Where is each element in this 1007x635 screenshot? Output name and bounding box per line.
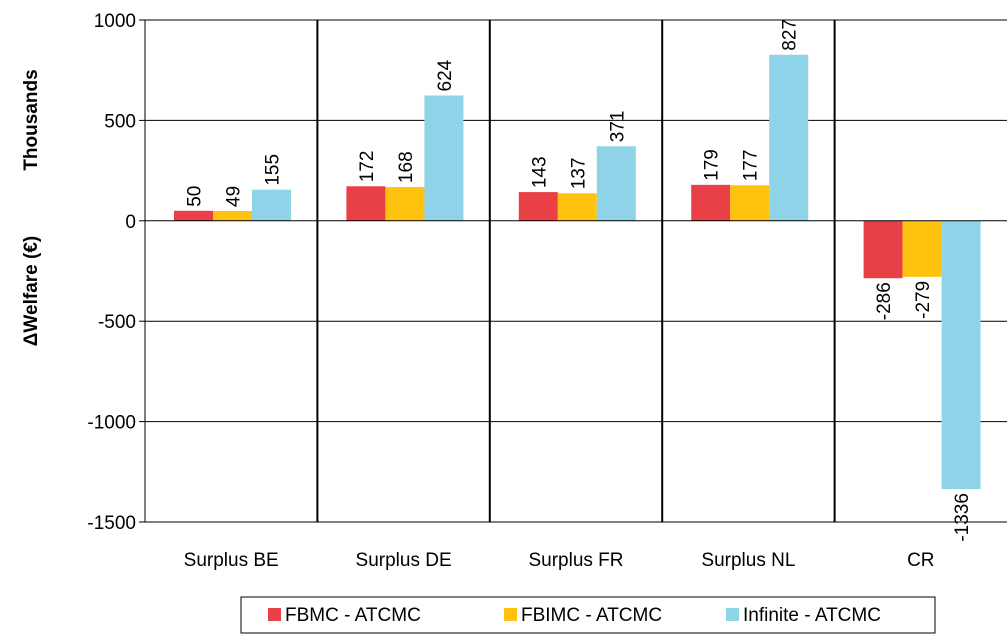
legend-box — [240, 596, 936, 634]
y-tick-label: -1500 — [87, 513, 136, 534]
bar — [252, 189, 291, 221]
data-label: -279 — [913, 281, 934, 319]
legend-swatch — [726, 608, 739, 621]
y-tick-label: 0 — [125, 212, 136, 233]
data-label: 155 — [263, 154, 284, 186]
y-tick-labels: 1000 500 0 -500 -1000 -1500 — [87, 11, 136, 534]
bar — [863, 220, 903, 279]
legend-entry: FBMC - ATCMC — [285, 605, 421, 626]
data-label: 168 — [396, 151, 417, 183]
category-label: CR — [907, 550, 934, 571]
data-label: 50 — [185, 186, 206, 207]
bar — [346, 186, 386, 221]
data-labels: 50 49 155 172 168 624 143 137 371 179 177 827 -286 -2… — [185, 19, 974, 542]
bar — [941, 220, 981, 490]
category-label: Surplus DE — [356, 550, 452, 571]
legend: FBMC - ATCMC FBIMC - ATCMC Infinite - ATCM… — [240, 596, 936, 634]
bar — [769, 54, 809, 221]
axes — [139, 19, 1007, 523]
y-axis-label: ΔWelfare (€) — [21, 236, 42, 346]
legend-entry: FBIMC - ATCMC — [521, 605, 662, 626]
data-label: 172 — [357, 151, 378, 183]
legend-entry: Infinite - ATCMC — [743, 605, 881, 626]
y-tick-label: -500 — [98, 312, 136, 333]
bar — [174, 210, 213, 221]
data-label: 179 — [702, 149, 723, 181]
bar — [691, 184, 731, 221]
legend-swatch — [504, 608, 517, 621]
bar — [730, 185, 770, 221]
grid-lines — [145, 19, 1007, 523]
category-labels: Surplus BE Surplus DE Surplus FR Surplus NL… — [184, 550, 935, 571]
category-label: Surplus NL — [701, 550, 795, 571]
y-axis-units-label: Thousands — [21, 69, 42, 170]
bar — [385, 187, 425, 221]
data-label: 137 — [568, 158, 589, 190]
bar — [902, 220, 942, 277]
data-label: 624 — [435, 59, 456, 91]
legend-swatch — [268, 608, 281, 621]
bar — [518, 192, 558, 221]
bar — [213, 210, 252, 221]
data-label: -1336 — [952, 493, 973, 542]
data-label: 143 — [529, 156, 550, 188]
data-label: -286 — [874, 282, 895, 320]
bars — [174, 54, 981, 490]
data-label: 827 — [780, 19, 801, 51]
data-label: 177 — [741, 150, 762, 182]
y-tick-label: 500 — [104, 111, 136, 132]
category-separators — [316, 20, 836, 522]
category-label: Surplus BE — [184, 550, 279, 571]
bar — [557, 193, 597, 221]
bar — [596, 146, 636, 221]
category-label: Surplus FR — [528, 550, 623, 571]
data-label: 49 — [224, 186, 245, 207]
bar — [424, 95, 464, 221]
data-label: 371 — [607, 111, 628, 143]
y-tick-label: -1000 — [87, 413, 136, 434]
y-tick-label: 1000 — [94, 11, 136, 32]
